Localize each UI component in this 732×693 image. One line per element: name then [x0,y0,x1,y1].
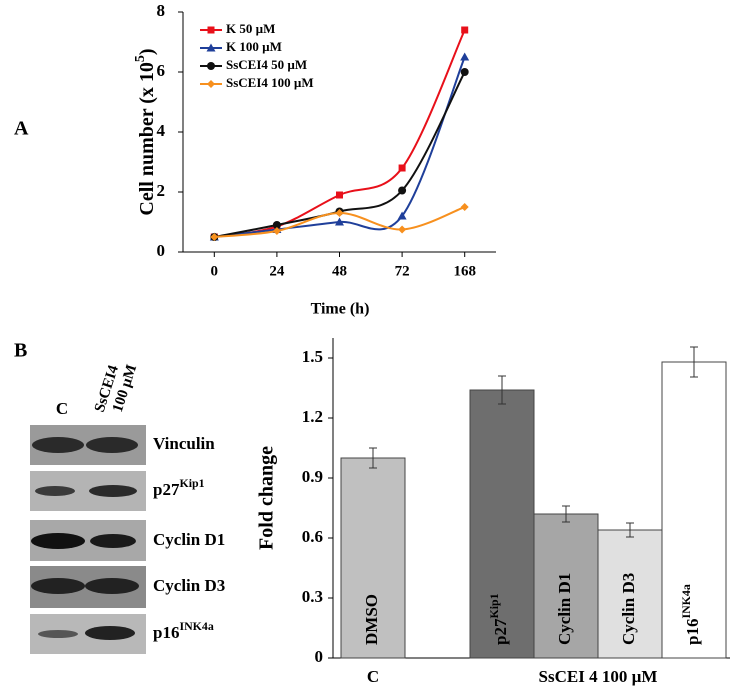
y-tick-label: 0.6 [302,527,323,546]
marker [272,227,281,235]
band [89,485,137,497]
y-axis-title: Cell number (x 105) [133,48,158,215]
bar [340,457,406,659]
band [86,437,138,453]
group-label: C [367,667,379,686]
legend-marker [207,62,215,70]
bar-label-text: p27 [491,618,510,645]
y-tick-label: 8 [157,1,166,20]
bar-label-sup: INK4a [679,584,693,618]
band [31,578,85,594]
error-bar [498,375,506,405]
legend-label: K 100 µM [226,39,282,54]
blot-row-label: p16INK4a [153,619,214,642]
error-bar [690,346,698,378]
y-tick-label: 4 [157,121,166,140]
bar-label: Cyclin D3 [619,573,638,645]
y-tick-label: 0.9 [302,467,323,486]
y-tick-label: 0 [315,647,324,666]
band [32,437,84,453]
x-tick-label: 24 [269,263,285,279]
blot-row-label-sup: INK4a [179,619,213,633]
bar-label-sup: Kip1 [487,593,501,618]
bar [597,529,663,659]
panel-label: A [14,118,29,140]
marker [335,209,344,217]
legend-marker [207,26,215,34]
marker [460,203,469,211]
blot-row-label-text: p16 [153,623,179,642]
x-tick-label: 168 [453,263,476,279]
line [214,29,466,238]
legend-label: K 50 µM [226,21,275,36]
marker [398,225,407,234]
error-bar [369,447,377,469]
blot-row-label-sup: Kip1 [179,476,204,490]
legend-label: SsCEI4 50 µM [226,57,307,72]
legend-marker [207,80,215,88]
bar-label: Cyclin D1 [555,573,574,645]
band [90,534,136,548]
blot-row-label-text: Vinculin [153,434,215,453]
band [85,626,135,640]
bar-label-text: DMSO [362,594,381,645]
y-axis-title: Fold change [256,446,278,550]
marker [272,221,281,229]
error-bar [562,505,570,523]
y-tick-label: 6 [157,61,166,80]
blot-row-label-text: Cyclin D3 [153,576,225,595]
y-tick-label: 2 [157,181,166,200]
marker [397,211,407,220]
x-tick-label: 48 [332,263,347,279]
y-tick-label: 1.2 [302,407,323,426]
legend-label: SsCEI4 100 µM [226,75,314,90]
y-axis-title-sup: 5 [133,55,148,62]
bar-label-text: p16 [683,619,702,645]
bar-label-text: Cyclin D3 [619,573,638,645]
error-bar [626,522,634,538]
x-tick-label: 72 [395,263,410,279]
bar-label-text: Cyclin D1 [555,573,574,645]
western-blot: C SsCEI4 100 µM [30,363,146,654]
blot-row-label: Vinculin [153,434,215,453]
marker [460,52,470,61]
band [35,486,75,496]
marker [398,164,406,172]
y-tick-label: 0 [157,241,166,260]
band [85,578,139,594]
bar-label: DMSO [362,594,381,645]
band [38,630,78,638]
x-tick-label: 0 [211,263,219,279]
marker [398,186,407,195]
y-axis-title-text: Cell number (x 10 [136,62,158,216]
line [214,56,466,238]
bar-label: p16INK4a [679,584,702,645]
y-tick-label: 0.3 [302,587,323,606]
panel-label: B [14,340,27,362]
bar [661,361,727,659]
blot-row-label: p27Kip1 [153,476,205,499]
blot-row-label-text: p27 [153,480,180,499]
bar [469,389,535,659]
x-axis-title: Time (h) [311,301,370,318]
blot-row-label: Cyclin D3 [153,576,225,595]
legend-marker [206,43,216,52]
band [31,533,85,549]
marker [460,68,469,76]
y-tick-label: 1.5 [302,347,323,366]
marker [461,26,469,34]
line [214,71,466,238]
blot-row-label: Cyclin D1 [153,530,225,549]
blot-row-label-text: Cyclin D1 [153,530,225,549]
marker [210,233,219,241]
y-axis-title-text: ) [136,48,158,55]
blot-column-label: C [56,399,68,418]
marker [335,217,344,226]
bar [533,513,599,659]
bar-label: p27Kip1 [487,593,510,645]
marker [336,191,343,199]
group-label: SsCEI 4 100 µM [539,667,658,686]
